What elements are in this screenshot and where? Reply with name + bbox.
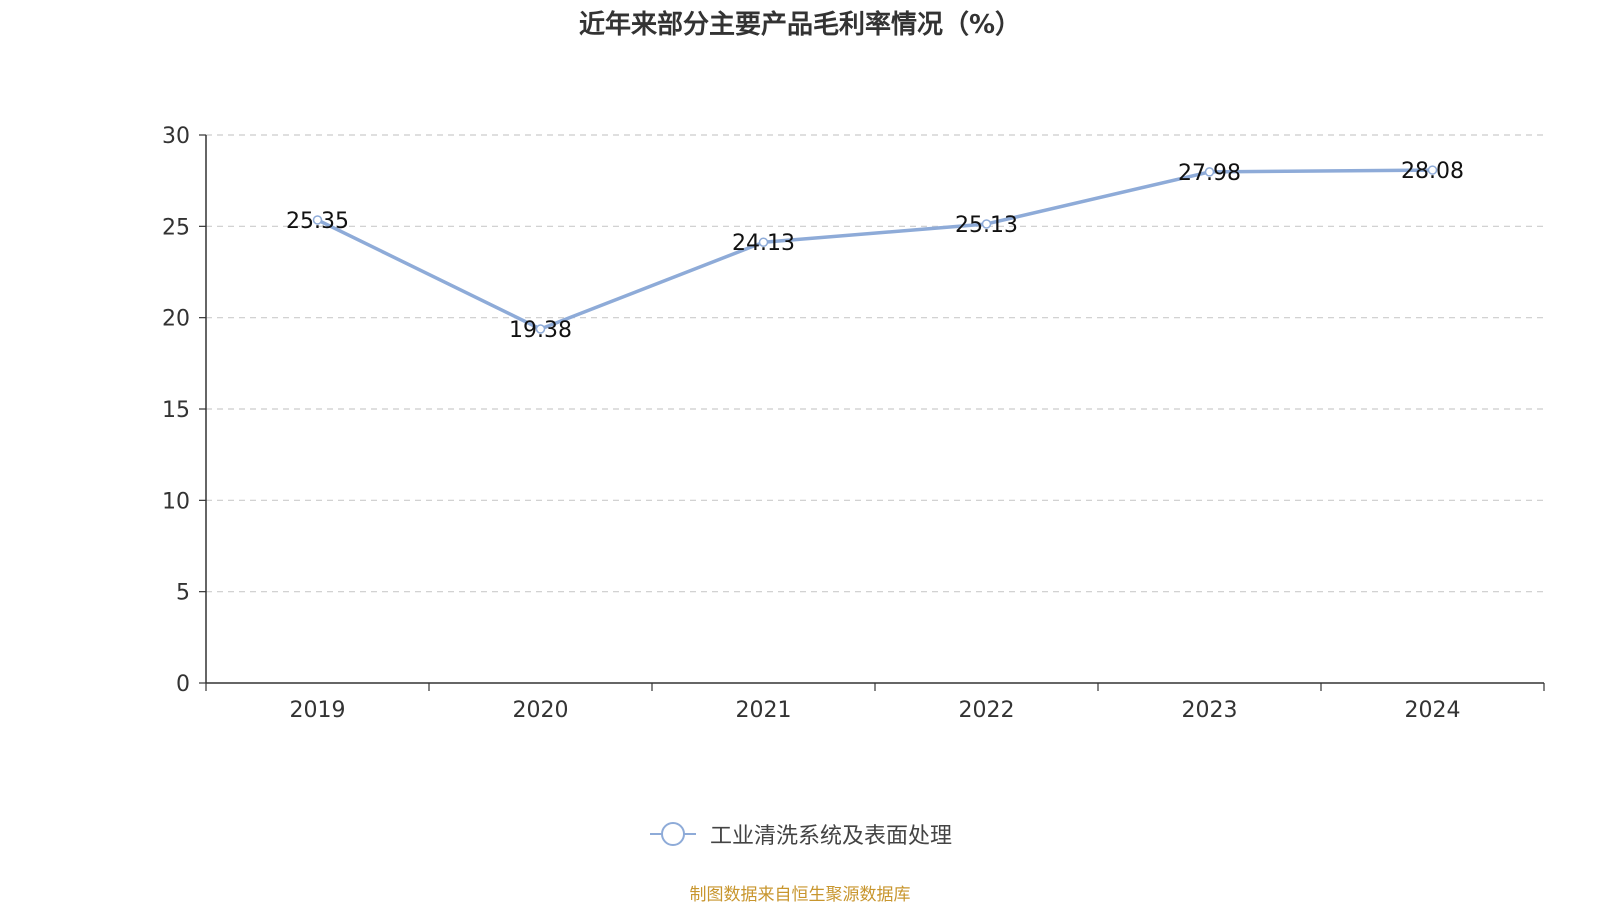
data-label: 19.38 [509,318,572,343]
y-tick-label: 20 [162,307,190,332]
y-tick-label: 5 [176,581,190,606]
data-point [312,215,323,225]
data-point [1427,165,1438,175]
x-tick-label: 2023 [1182,698,1238,723]
data-point [758,237,769,247]
data-labels: 25.35 19.38 24.13 25.13 27.98 28.08 [286,159,1464,343]
y-tick-label: 10 [162,489,190,514]
x-tick-label: 2020 [513,698,569,723]
data-point [981,219,992,229]
data-label: 28.08 [1401,159,1464,184]
chart-title: 近年来部分主要产品毛利率情况（%） [578,10,1022,40]
data-point [535,324,546,334]
data-label: 25.13 [955,213,1018,238]
x-tick-label: 2022 [959,698,1015,723]
y-tick-label: 25 [162,215,190,240]
legend[interactable]: 工业清洗系统及表面处理 [0,818,1600,850]
y-tick-label: 15 [162,398,190,423]
data-label: 24.13 [732,231,795,256]
data-label: 25.35 [286,209,349,234]
x-tick-label: 2021 [736,698,792,723]
y-axis-ticks: 0 5 10 15 20 25 30 [162,124,206,697]
x-tick-label: 2019 [290,698,346,723]
series-line [316,168,1433,331]
x-axis-ticks: 2019 2020 2021 2022 2023 2024 [205,683,1545,723]
grid-lines [206,134,1544,593]
data-point [1204,167,1215,177]
legend-line-marker-icon [649,822,696,846]
y-tick-label: 30 [162,124,190,149]
data-label: 27.98 [1178,161,1241,186]
legend-label: 工业清洗系统及表面处理 [709,824,952,849]
y-tick-label: 0 [176,672,190,697]
source-note: 制图数据来自恒生聚源数据库 [689,885,911,905]
series-layer [312,165,1438,334]
x-tick-label: 2024 [1405,698,1461,723]
